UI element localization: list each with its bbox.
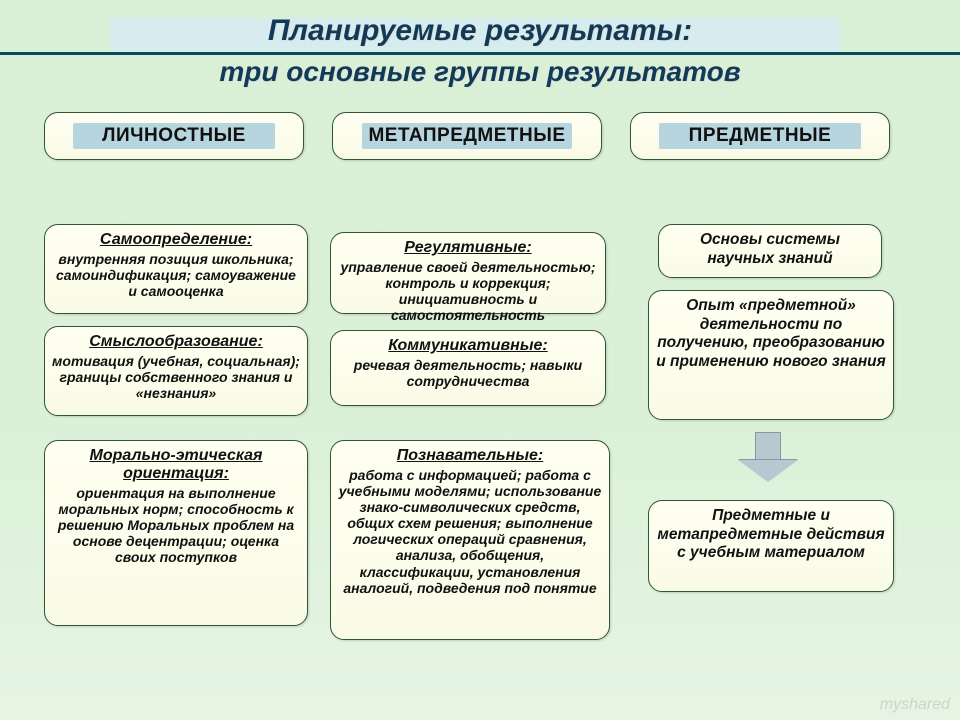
box-body: управление своей деятельностью; контроль… [337,259,599,323]
col3-box-foundations: Основы системы научных знаний [658,224,882,278]
box-body: работа с информацией; работа с учебными … [337,467,603,596]
col3-box-experience: Опыт «предметной» деятельности по получе… [648,290,894,420]
box-body: ориентация на выполнение моральных норм;… [51,485,301,565]
box-body: мотивация (учебная, социальная); границы… [51,353,301,401]
col1-box-moral: Морально-этическая ориентация: ориентаци… [44,440,308,626]
category-label: ЛИЧНОСТНЫЕ [102,125,246,147]
box-body: Предметные и метапредметные действия с у… [655,507,887,563]
box-heading: Смыслообразование: [51,333,301,351]
category-personal: ЛИЧНОСТНЫЕ [44,112,304,160]
category-label: МЕТАПРЕДМЕТНЫЕ [368,125,565,147]
watermark-text: myshared [880,696,950,714]
box-body: внутренняя позиция школьника; самоиндифи… [51,251,301,299]
category-subject: ПРЕДМЕТНЫЕ [630,112,890,160]
col2-box-communicative: Коммуникативные: речевая деятельность; н… [330,330,606,406]
down-arrow-icon [738,432,798,482]
col2-box-regulative: Регулятивные: управление своей деятельно… [330,232,606,314]
box-heading: Познавательные: [337,447,603,465]
box-heading: Регулятивные: [337,239,599,257]
box-body: Опыт «предметной» деятельности по получе… [655,297,887,371]
title-sub: три основные группы результатов [0,56,960,88]
title-main: Планируемые результаты: [0,14,960,48]
box-heading: Самоопределение: [51,231,301,249]
col1-box-selfdef: Самоопределение: внутренняя позиция школ… [44,224,308,314]
title-underline [0,52,960,55]
col2-box-cognitive: Познавательные: работа с информацией; ра… [330,440,610,640]
category-meta: МЕТАПРЕДМЕТНЫЕ [332,112,602,160]
box-heading: Коммуникативные: [337,337,599,355]
box-body: речевая деятельность; навыки сотрудничес… [337,357,599,389]
box-body: Основы системы научных знаний [665,231,875,268]
box-heading: Морально-этическая ориентация: [51,447,301,483]
col3-box-actions: Предметные и метапредметные действия с у… [648,500,894,592]
category-label: ПРЕДМЕТНЫЕ [689,125,832,147]
col1-box-meaning: Смыслообразование: мотивация (учебная, с… [44,326,308,416]
